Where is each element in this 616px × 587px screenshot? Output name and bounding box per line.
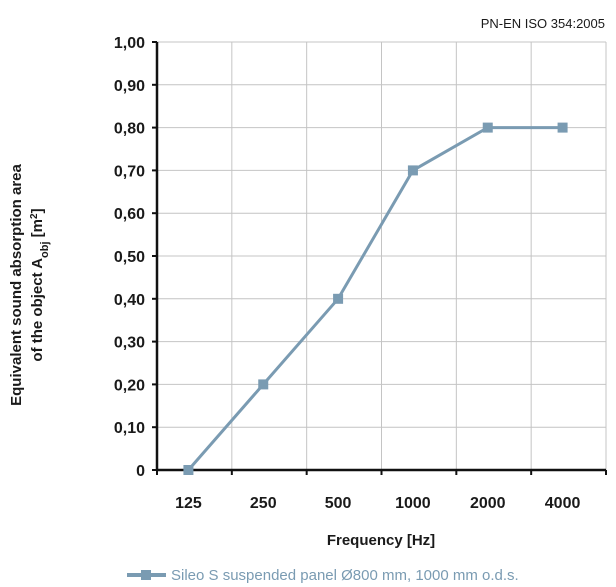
y-axis-title-unit: [m <box>29 219 46 242</box>
y-tick-label: 0,60 <box>114 206 145 223</box>
y-axis-title-line2: of the object Aobj [m2] <box>29 208 52 361</box>
y-axis-title-prefix: of the object A <box>29 258 46 362</box>
y-tick-label: 0,40 <box>114 292 145 309</box>
x-tick-label: 125 <box>175 495 202 512</box>
data-point <box>333 293 344 304</box>
series-layer <box>183 122 568 475</box>
x-tick-label: 500 <box>325 495 352 512</box>
series-line <box>187 126 563 471</box>
x-tick-label: 250 <box>250 495 277 512</box>
y-tick-label: 0,30 <box>114 335 145 352</box>
legend: Sileo S suspended panel Ø800 mm, 1000 mm… <box>127 567 519 584</box>
y-axis-title-sub: obj <box>39 241 51 258</box>
data-point <box>407 165 418 176</box>
y-tick-labels: 0 0,10 0,20 0,30 0,40 0,50 0,60 0,70 0,80 0,90 1,0… <box>114 35 145 480</box>
x-tick-label: 1000 <box>395 495 431 512</box>
y-tick-label: 1,00 <box>114 35 145 52</box>
data-point <box>557 122 568 133</box>
y-axis-title-end: ] <box>29 208 46 213</box>
y-axis-title-line1: Equivalent sound absorption area <box>8 163 25 405</box>
y-axis-title-sup: 2 <box>29 213 40 219</box>
y-tick-label: 0,50 <box>114 249 145 266</box>
data-point <box>183 465 194 475</box>
standard-note: PN-EN ISO 354:2005 <box>481 16 605 31</box>
data-point <box>258 379 269 390</box>
gridlines <box>157 41 607 470</box>
legend-label: Sileo S suspended panel Ø800 mm, 1000 mm… <box>171 567 519 584</box>
legend-marker-swatch <box>141 570 151 580</box>
y-axis-title: Equivalent sound absorption area of the … <box>8 163 51 405</box>
y-tick-label: 0,80 <box>114 121 145 138</box>
data-point <box>482 122 493 133</box>
y-tick-label: 0,10 <box>114 420 145 437</box>
y-tick-label: 0,20 <box>114 377 145 394</box>
axes <box>152 41 607 475</box>
x-tick-label: 2000 <box>470 495 506 512</box>
y-tick-label: 0 <box>136 463 145 480</box>
y-tick-label: 0,90 <box>114 78 145 95</box>
x-tick-label: 4000 <box>545 495 581 512</box>
x-tick-labels: 125 250 500 1000 2000 4000 <box>175 495 580 512</box>
x-axis-title: Frequency [Hz] <box>327 532 435 549</box>
y-tick-label: 0,70 <box>114 163 145 180</box>
